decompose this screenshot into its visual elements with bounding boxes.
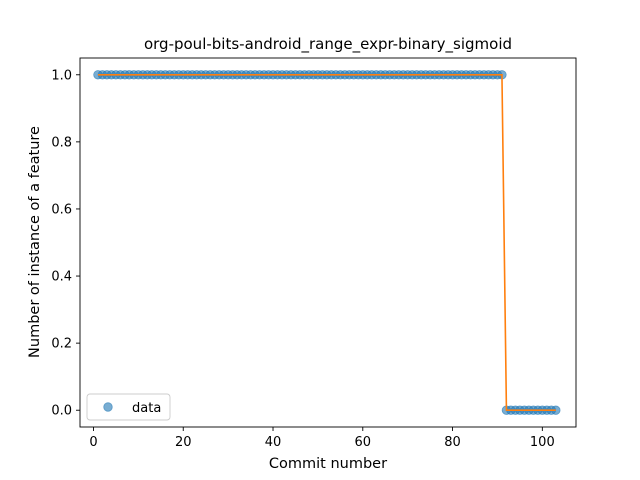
x-tick-label: 20 — [175, 435, 192, 450]
x-tick-label: 60 — [355, 435, 372, 450]
y-tick-label: 0.4 — [51, 270, 72, 285]
chart-title: org-poul-bits-android_range_expr-binary_… — [144, 35, 512, 54]
x-tick-label: 80 — [444, 435, 461, 450]
x-tick-label: 100 — [530, 435, 555, 450]
axes-frame — [79, 57, 577, 428]
legend-label: data — [132, 401, 161, 416]
y-tick-label: 0.2 — [51, 337, 72, 352]
y-tick-label: 0.8 — [51, 135, 72, 150]
y-axis-label: Number of instance of a feature — [27, 126, 43, 358]
y-tick-label: 0.6 — [51, 202, 72, 217]
axes-ticks: 0 20 40 60 80 100 0.0 0.2 0.4 0.6 0.8 1.0 — [51, 57, 577, 450]
x-tick-label: 0 — [89, 435, 97, 450]
legend-box — [86, 393, 171, 421]
fit-line — [97, 73, 556, 412]
y-tick-label: 1.0 — [51, 68, 72, 83]
x-axis-label: Commit number — [269, 456, 387, 472]
legend-marker — [103, 402, 113, 412]
legend: data — [86, 393, 171, 421]
x-tick-label: 40 — [265, 435, 282, 450]
y-tick-label: 0.0 — [51, 404, 72, 419]
plot-area — [93, 70, 561, 415]
